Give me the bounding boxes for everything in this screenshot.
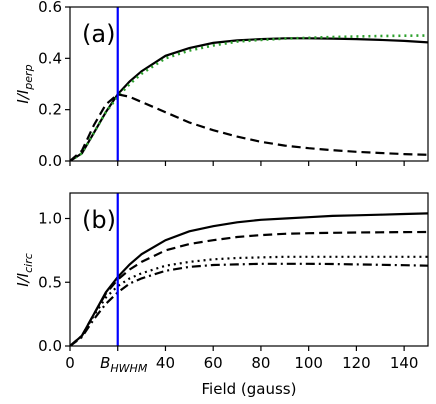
panel-b-xtick-label: 0 [65, 354, 75, 372]
panel-a-series-dotted-line [70, 34, 428, 161]
panel-a-ytick-label: 0.6 [38, 0, 62, 16]
panel-b-xtick-label: 60 [204, 354, 223, 372]
panel-b-label: (b) [82, 206, 116, 234]
panel-a-label: (a) [82, 20, 115, 48]
panel-b-ylabel: I/Icirc [14, 253, 35, 287]
panel-b-xtick-label: 40 [156, 354, 175, 372]
panel-a-ylabel: I/Iperp [14, 64, 35, 103]
panel-b-xtick-label: 100 [294, 354, 323, 372]
panel-a-frame [69, 6, 429, 162]
panel-b-xlabel: Field (gauss) [202, 380, 297, 398]
panel-b-ytick-label: 0.0 [38, 337, 62, 355]
panel-b-xtick-label: 120 [342, 354, 371, 372]
panel-a-series-solid-line [70, 37, 428, 161]
panel-b-ytick-label: 1.0 [38, 210, 62, 228]
panel-a-ytick-label: 0.4 [38, 49, 62, 67]
panel-b-ytick-label: 0.5 [38, 273, 62, 291]
panel-a-series-dashed-line [70, 93, 428, 161]
panel-b-series-dashdot-line [70, 262, 428, 346]
panel-b-xtick-label-bhwhm: BHWHM [100, 354, 148, 375]
panel-b-series-solid-line [70, 212, 428, 346]
panel-b-xtick-label: 140 [390, 354, 419, 372]
panel-a-ytick-label: 0.0 [38, 152, 62, 170]
panel-b-series-dashed-line [70, 230, 428, 346]
panel-a-ytick-label: 0.2 [38, 101, 62, 119]
panel-b-frame [69, 192, 429, 347]
panel-b-series-dotted-line [70, 255, 428, 346]
panel-b-xtick-label: 80 [251, 354, 270, 372]
